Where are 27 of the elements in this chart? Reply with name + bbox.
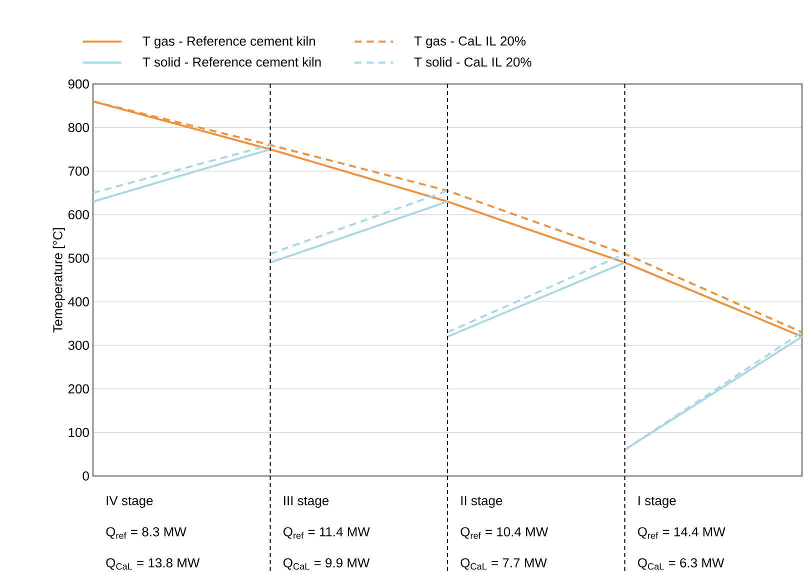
text: Q$_{CaL}$ = 9.9 MW — [283, 558, 370, 570]
text: Q$_{CaL}$ = 13.8 MW — [106, 558, 200, 570]
legend-label: T solid - CaL IL 20% — [414, 57, 532, 67]
legend-label: T gas - CaL IL 20% — [414, 36, 526, 48]
text: I stage — [638, 496, 676, 508]
text: III stage — [284, 496, 329, 508]
y-tick-label: 0 — [82, 471, 89, 481]
text: IV stage — [106, 496, 153, 508]
y-tick-label: 100 — [68, 428, 89, 438]
text: Q$_{ref}$ = 10.4 MW — [460, 527, 548, 539]
text: Q$_{CaL}$ = 7.7 MW — [460, 558, 547, 570]
y-tick-label: 900 — [68, 79, 89, 89]
y-axis-title: Temeperature [°C] — [52, 228, 65, 333]
text: Q$_{ref}$ = 11.4 MW — [283, 527, 370, 539]
y-tick-label: 800 — [68, 122, 89, 132]
y-tick-label: 200 — [68, 384, 89, 394]
y-tick-label: 300 — [68, 340, 89, 350]
legend-label: T solid - Reference cement kiln — [142, 57, 321, 67]
y-tick-label: 600 — [68, 210, 89, 220]
text: Q$_{ref}$ = 8.3 MW — [106, 527, 186, 539]
legend-label: T gas - Reference cement kiln — [142, 36, 315, 48]
text: Q$_{ref}$ = 14.4 MW — [638, 527, 726, 539]
text: Q$_{CaL}$ = 6.3 MW — [638, 558, 724, 570]
text: II stage — [461, 496, 502, 508]
y-tick-label: 700 — [68, 166, 89, 176]
y-tick-label: 400 — [68, 297, 89, 306]
y-tick-label: 500 — [68, 254, 89, 263]
